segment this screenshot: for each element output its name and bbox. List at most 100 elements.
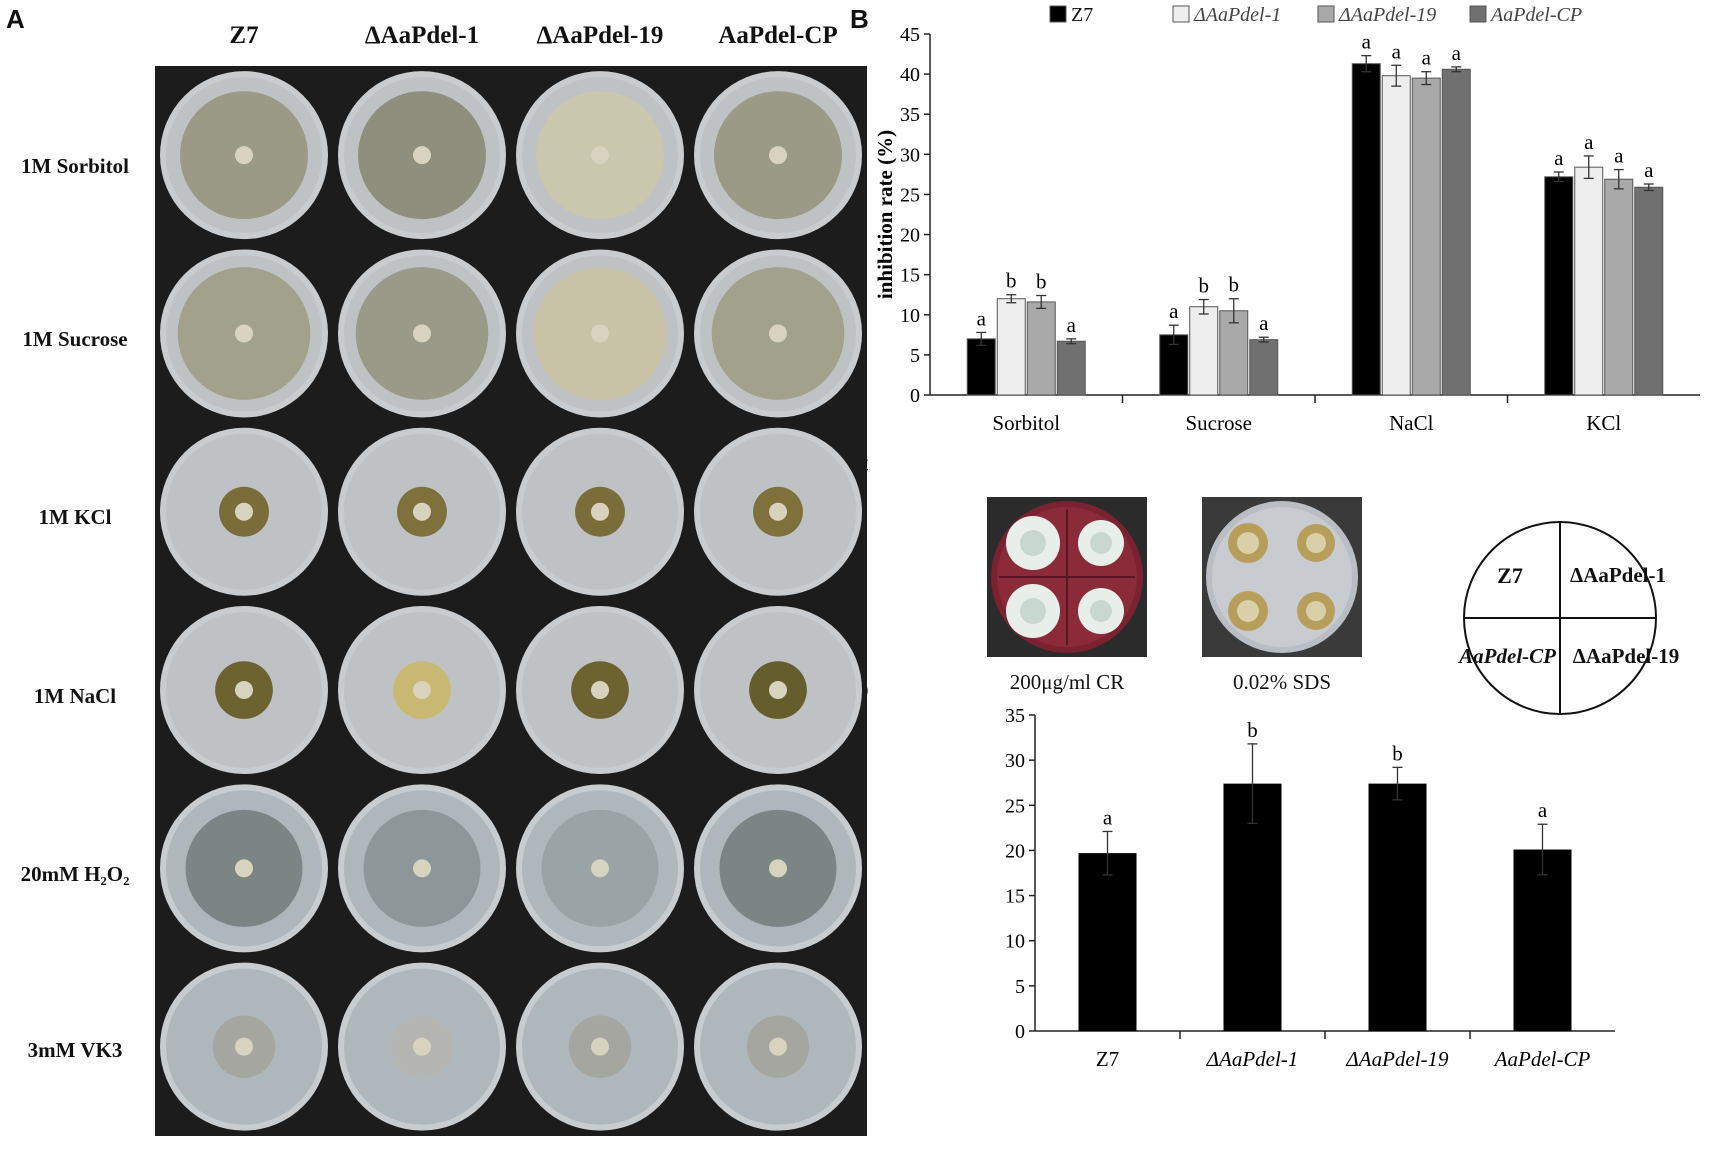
y-tick-label: 45 bbox=[900, 24, 920, 46]
y-tick-label: 15 bbox=[900, 265, 920, 287]
plate-r4-c1 bbox=[160, 606, 328, 775]
y-tick-label: 35 bbox=[900, 104, 920, 126]
legend-swatch bbox=[1317, 5, 1335, 23]
plate-r4-c2 bbox=[338, 606, 506, 775]
sds-caption: 0.02% SDS bbox=[1232, 670, 1332, 694]
significance-letter: a bbox=[1538, 798, 1548, 822]
significance-letter: b bbox=[1006, 269, 1017, 293]
plate-r5-c4 bbox=[694, 784, 862, 953]
plate-r6-c4 bbox=[694, 962, 862, 1131]
column-header-aapdel-cp: AaPdel-CP bbox=[718, 22, 838, 49]
layout-label-aapdel-1: ΔAaPdel-1 bbox=[1570, 563, 1666, 587]
bar-1 bbox=[1078, 853, 1137, 1031]
plate-r6-c1 bbox=[160, 962, 328, 1131]
y-tick-label: 35 bbox=[1005, 705, 1025, 727]
y-tick-label: 20 bbox=[900, 225, 920, 247]
y-tick-label: 20 bbox=[1005, 840, 1025, 862]
inoculum-plug bbox=[769, 681, 787, 700]
bar-3 bbox=[1368, 783, 1427, 1031]
bar-sorbitol-series-2 bbox=[996, 298, 1026, 396]
plate-r1-c3 bbox=[516, 71, 684, 240]
legend-swatch bbox=[1469, 5, 1487, 23]
plate-r5-c2 bbox=[338, 784, 506, 953]
plate-r2-c2 bbox=[338, 249, 506, 418]
bar-nacl-series-1 bbox=[1351, 63, 1381, 396]
plate-r5-c1 bbox=[160, 784, 328, 953]
plate-r3-c3 bbox=[516, 427, 684, 596]
y-tick-label: 0 bbox=[910, 385, 920, 407]
x-category-label: AaPdel-CP bbox=[1493, 1047, 1591, 1071]
bar-sorbitol-series-4 bbox=[1056, 340, 1086, 396]
bar-4 bbox=[1513, 849, 1572, 1031]
plate-r3-c4 bbox=[694, 427, 862, 596]
bar-sucrose-series-4 bbox=[1249, 339, 1279, 396]
x-category-label: NaCl bbox=[1389, 411, 1433, 435]
bar-nacl-series-3 bbox=[1411, 77, 1441, 396]
significance-letter: b bbox=[1392, 741, 1403, 765]
bar-nacl-series-4 bbox=[1441, 68, 1471, 396]
inoculum-plug bbox=[235, 146, 253, 165]
bar-sucrose-series-3 bbox=[1219, 310, 1249, 396]
significance-letter: a bbox=[1554, 146, 1564, 170]
inoculum-plug bbox=[591, 324, 609, 343]
y-tick-label: 5 bbox=[1015, 976, 1025, 998]
inoculum-plug bbox=[591, 146, 609, 165]
x-category-label: ΔAaPdel-1 bbox=[1206, 1047, 1299, 1071]
significance-letter: b bbox=[1199, 274, 1210, 298]
bar-kcl-series-4 bbox=[1634, 186, 1664, 396]
legend-label: AaPdel-CP bbox=[1489, 4, 1582, 26]
plate-r2-c4 bbox=[694, 249, 862, 418]
significance-letter: a bbox=[1169, 299, 1179, 323]
plate-r1-c2 bbox=[338, 71, 506, 240]
plate-r3-c1 bbox=[160, 427, 328, 596]
y-tick-label: 25 bbox=[1005, 795, 1025, 817]
significance-letter: a bbox=[1584, 130, 1594, 154]
legend-swatch bbox=[1049, 5, 1067, 23]
significance-letter: a bbox=[977, 306, 987, 330]
bar-sorbitol-series-1 bbox=[966, 338, 996, 396]
inoculum-plug bbox=[769, 146, 787, 165]
significance-letter: a bbox=[1067, 313, 1077, 337]
row-label-sucrose: 1M Sucrose bbox=[22, 327, 128, 351]
inoculum-plug bbox=[235, 502, 253, 521]
bar-sorbitol-series-3 bbox=[1026, 301, 1056, 396]
inoculum-plug bbox=[591, 1037, 609, 1056]
x-category-label: ΔAaPdel-19 bbox=[1345, 1047, 1449, 1071]
legend-swatch bbox=[1172, 5, 1190, 23]
layout-label-aapdel-19: ΔAaPdel-19 bbox=[1572, 644, 1680, 668]
plate-r4-c4 bbox=[694, 606, 862, 775]
plate-r6-c3 bbox=[516, 962, 684, 1131]
panel-label-a: A bbox=[6, 4, 25, 34]
plate-r6-c2 bbox=[338, 962, 506, 1131]
legend-label: Z7 bbox=[1071, 4, 1093, 26]
plate-layout-diagram bbox=[1463, 521, 1657, 715]
cr-caption: 200μg/ml CR bbox=[1009, 670, 1125, 694]
sds-plate-photo bbox=[1202, 497, 1362, 657]
y-tick-label: 5 bbox=[910, 345, 920, 367]
y-tick-label: 30 bbox=[900, 144, 920, 166]
inoculum-plug bbox=[591, 681, 609, 700]
significance-letter: a bbox=[1103, 805, 1113, 829]
inoculum-plug bbox=[413, 1037, 431, 1056]
row-label-nacl: 1M NaCl bbox=[33, 684, 117, 708]
inoculum-plug bbox=[591, 502, 609, 521]
panel-label-b: B bbox=[850, 4, 869, 34]
x-category-label: Sucrose bbox=[1186, 411, 1253, 435]
significance-letter: a bbox=[1452, 41, 1462, 65]
column-header-aapdel-1: ΔAaPdel-1 bbox=[364, 22, 480, 49]
y-tick-label: 10 bbox=[1005, 931, 1025, 953]
x-category-label: KCl bbox=[1586, 411, 1621, 435]
plate-r5-c3 bbox=[516, 784, 684, 953]
inoculum-plug bbox=[235, 1037, 253, 1056]
legend-label: ΔAaPdel-1 bbox=[1193, 4, 1281, 26]
significance-letter: a bbox=[1259, 311, 1269, 335]
inoculum-plug bbox=[591, 859, 609, 878]
column-header-aapdel-19: ΔAaPdel-19 bbox=[536, 22, 664, 49]
row-label-vk3: 3mM VK3 bbox=[27, 1038, 123, 1062]
significance-letter: a bbox=[1392, 39, 1402, 63]
plate-photos bbox=[160, 71, 862, 1131]
bar-2 bbox=[1223, 783, 1282, 1031]
significance-letter: b bbox=[1229, 273, 1240, 297]
y-tick-label: 15 bbox=[1005, 886, 1025, 908]
y-tick-label: 30 bbox=[1005, 750, 1025, 772]
